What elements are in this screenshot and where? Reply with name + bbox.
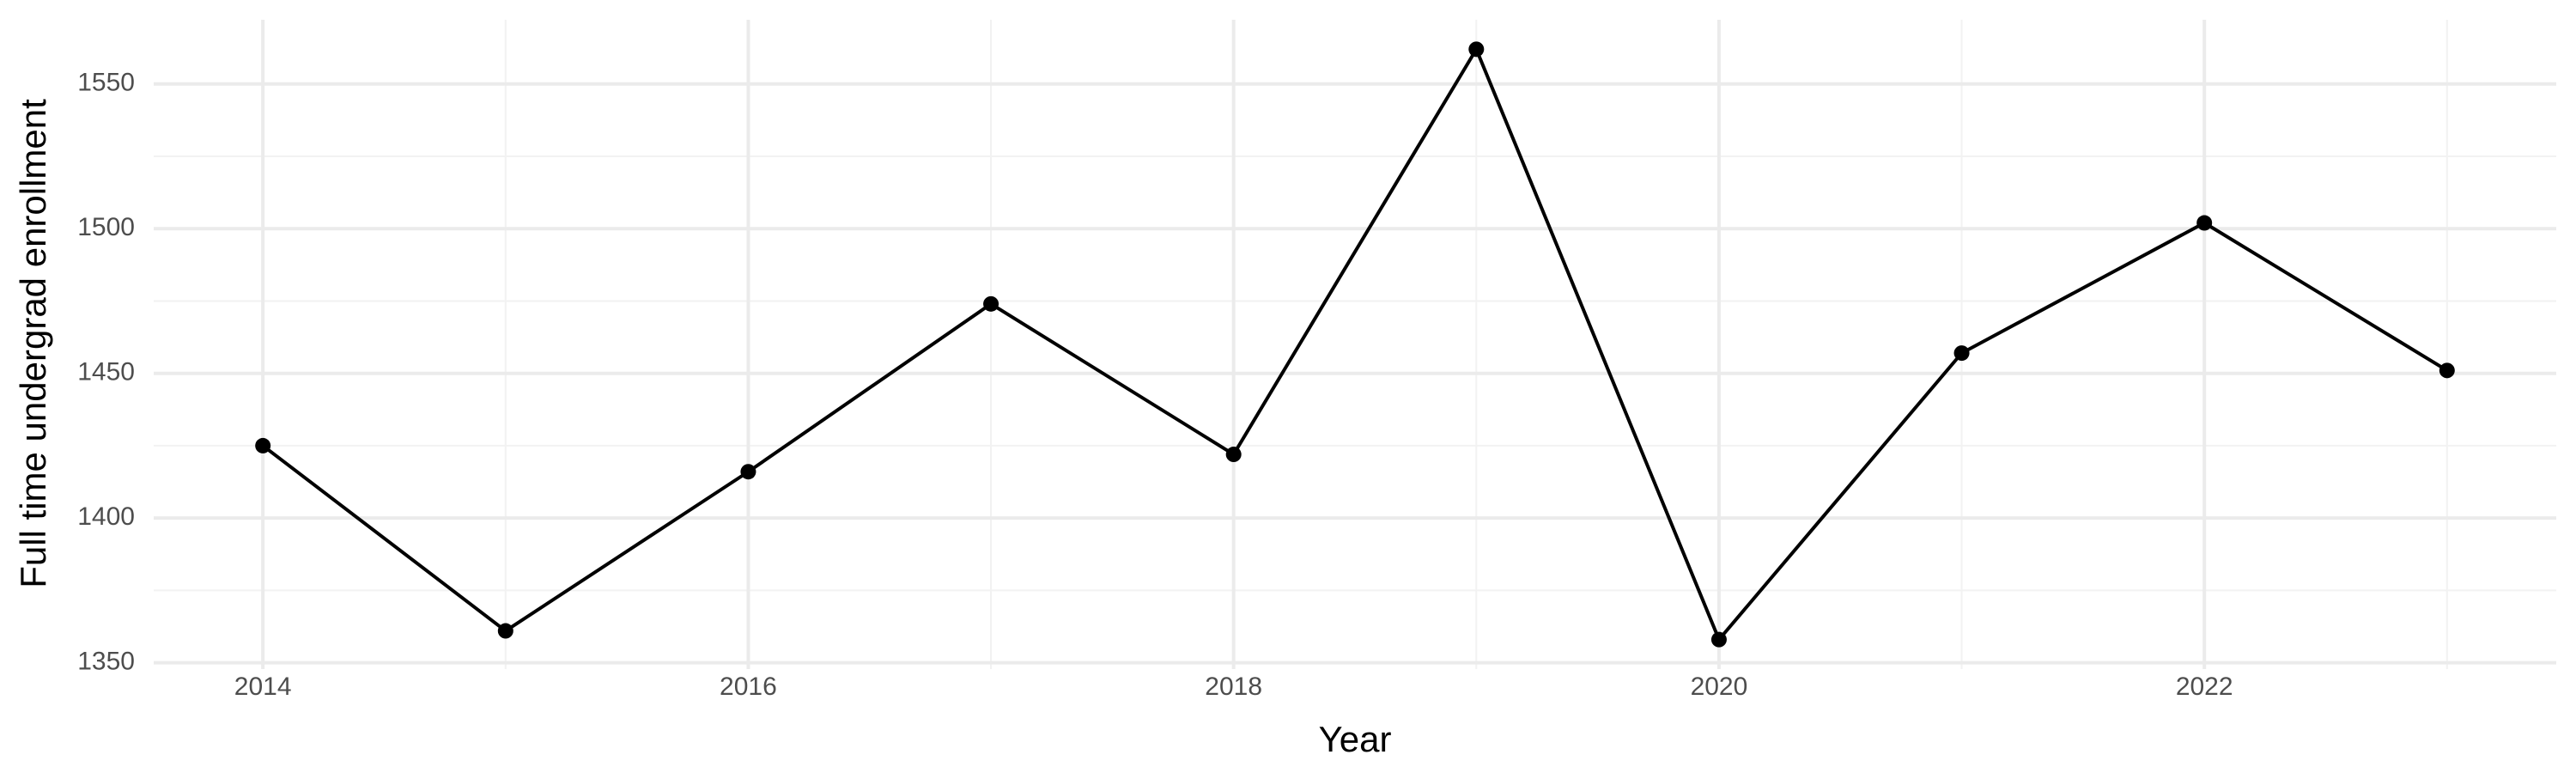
point: [2196, 215, 2213, 231]
point: [1953, 345, 1970, 362]
x-tick-label: 2022: [2176, 673, 2233, 701]
x-tick-label: 2018: [1205, 673, 1262, 701]
point: [2439, 362, 2455, 379]
y-tick-label: 1450: [77, 358, 135, 386]
point: [1468, 41, 1485, 58]
x-tick-label: 2014: [234, 673, 292, 701]
y-tick-label: 1400: [77, 502, 135, 531]
point: [497, 623, 513, 639]
y-tick-label: 1350: [77, 648, 135, 676]
y-tick-label: 1500: [77, 213, 135, 241]
y-tick-label: 1550: [77, 69, 135, 97]
x-tick-label: 2016: [720, 673, 777, 701]
point: [983, 295, 999, 312]
x-axis-title: Year: [1319, 719, 1392, 759]
point: [740, 464, 756, 480]
y-axis-title: Full time undergrad enrollment: [13, 99, 53, 588]
point: [255, 437, 271, 453]
point: [1225, 447, 1242, 463]
point: [1710, 631, 1727, 648]
line: [261, 47, 2448, 642]
x-tick-label: 2020: [1691, 673, 1748, 701]
